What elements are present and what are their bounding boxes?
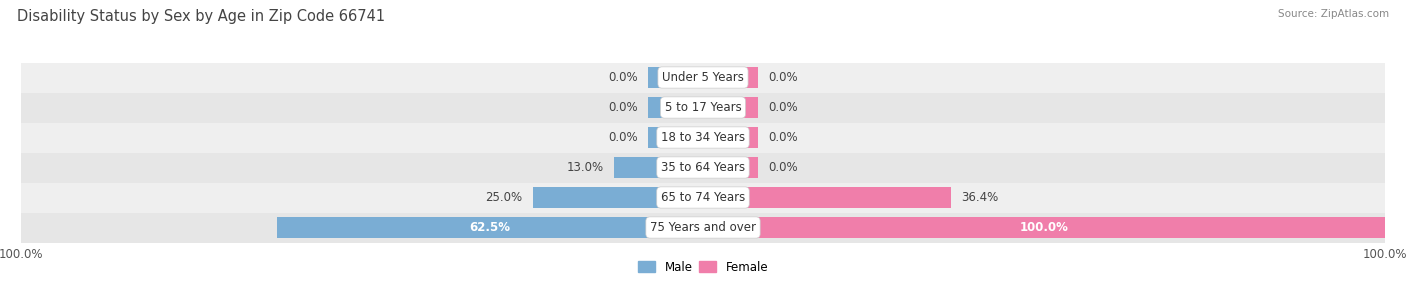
Bar — [648, 127, 703, 148]
Bar — [703, 187, 952, 208]
Text: 100.0%: 100.0% — [1019, 221, 1069, 234]
Bar — [21, 63, 1385, 92]
Text: 62.5%: 62.5% — [470, 221, 510, 234]
Bar — [648, 97, 703, 118]
Bar — [703, 67, 758, 88]
Bar — [703, 127, 758, 148]
Legend: Male, Female: Male, Female — [633, 256, 773, 278]
Text: Under 5 Years: Under 5 Years — [662, 71, 744, 84]
Bar — [21, 123, 1385, 152]
Bar — [648, 67, 703, 88]
Bar — [21, 152, 1385, 182]
Text: 0.0%: 0.0% — [609, 101, 638, 114]
Bar — [277, 217, 703, 238]
Bar — [703, 97, 758, 118]
Text: 5 to 17 Years: 5 to 17 Years — [665, 101, 741, 114]
Bar — [703, 157, 758, 178]
Text: 35 to 64 Years: 35 to 64 Years — [661, 161, 745, 174]
Text: 13.0%: 13.0% — [567, 161, 605, 174]
Text: 0.0%: 0.0% — [768, 161, 797, 174]
Text: 0.0%: 0.0% — [768, 131, 797, 144]
Bar — [533, 187, 703, 208]
Bar — [21, 92, 1385, 123]
Bar — [21, 182, 1385, 213]
Text: Disability Status by Sex by Age in Zip Code 66741: Disability Status by Sex by Age in Zip C… — [17, 9, 385, 24]
Text: 0.0%: 0.0% — [768, 101, 797, 114]
Bar — [703, 217, 1385, 238]
Text: 0.0%: 0.0% — [609, 131, 638, 144]
Bar — [614, 157, 703, 178]
Text: Source: ZipAtlas.com: Source: ZipAtlas.com — [1278, 9, 1389, 19]
Text: 0.0%: 0.0% — [609, 71, 638, 84]
Text: 25.0%: 25.0% — [485, 191, 522, 204]
Bar — [21, 213, 1385, 242]
Text: 36.4%: 36.4% — [962, 191, 998, 204]
Text: 18 to 34 Years: 18 to 34 Years — [661, 131, 745, 144]
Text: 65 to 74 Years: 65 to 74 Years — [661, 191, 745, 204]
Text: 0.0%: 0.0% — [768, 71, 797, 84]
Text: 75 Years and over: 75 Years and over — [650, 221, 756, 234]
